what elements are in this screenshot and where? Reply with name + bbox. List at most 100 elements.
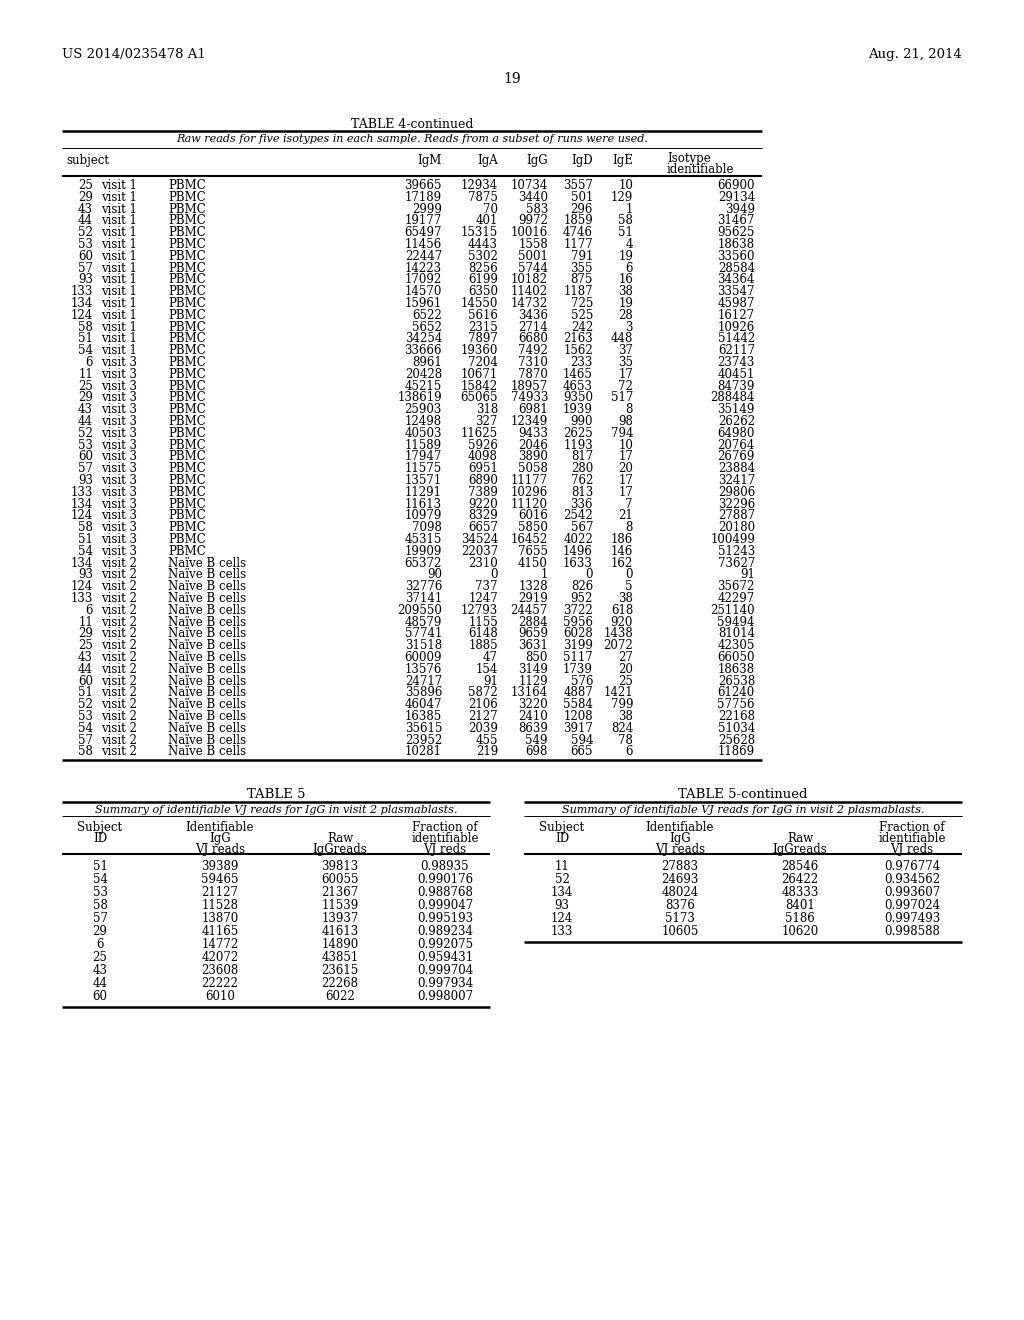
Text: Raw: Raw	[786, 832, 813, 845]
Text: 133: 133	[71, 285, 93, 298]
Text: 11177: 11177	[511, 474, 548, 487]
Text: 41165: 41165	[202, 925, 239, 939]
Text: 7310: 7310	[518, 356, 548, 370]
Text: 0.959431: 0.959431	[417, 952, 473, 964]
Text: 129: 129	[610, 191, 633, 203]
Text: visit 2: visit 2	[101, 710, 137, 723]
Text: 23615: 23615	[322, 964, 358, 977]
Text: 33560: 33560	[718, 249, 755, 263]
Text: visit 2: visit 2	[101, 734, 137, 747]
Text: 81014: 81014	[718, 627, 755, 640]
Text: 11539: 11539	[322, 899, 358, 912]
Text: PBMC: PBMC	[168, 180, 206, 191]
Text: 6: 6	[85, 356, 93, 370]
Text: 791: 791	[570, 249, 593, 263]
Text: Subject: Subject	[78, 821, 123, 834]
Text: 25903: 25903	[404, 403, 442, 416]
Text: Fraction of: Fraction of	[413, 821, 478, 834]
Text: 1465: 1465	[563, 368, 593, 380]
Text: 51: 51	[78, 686, 93, 700]
Text: 280: 280	[570, 462, 593, 475]
Text: 15961: 15961	[404, 297, 442, 310]
Text: visit 3: visit 3	[101, 450, 137, 463]
Text: visit 2: visit 2	[101, 639, 137, 652]
Text: 25: 25	[78, 380, 93, 392]
Text: 1177: 1177	[563, 238, 593, 251]
Text: 4022: 4022	[563, 533, 593, 546]
Text: 51: 51	[78, 533, 93, 546]
Text: 5302: 5302	[468, 249, 498, 263]
Text: 15315: 15315	[461, 226, 498, 239]
Text: 4653: 4653	[563, 380, 593, 392]
Text: 1421: 1421	[603, 686, 633, 700]
Text: 875: 875	[570, 273, 593, 286]
Text: 93: 93	[555, 899, 569, 912]
Text: 3631: 3631	[518, 639, 548, 652]
Text: 154: 154	[475, 663, 498, 676]
Text: visit 2: visit 2	[101, 651, 137, 664]
Text: 0.990176: 0.990176	[417, 874, 473, 886]
Text: 10281: 10281	[406, 746, 442, 759]
Text: 24693: 24693	[662, 874, 698, 886]
Text: visit 1: visit 1	[101, 226, 137, 239]
Text: 1496: 1496	[563, 545, 593, 558]
Text: 2106: 2106	[468, 698, 498, 711]
Text: visit 3: visit 3	[101, 521, 137, 535]
Text: Naïve B cells: Naïve B cells	[168, 627, 246, 640]
Text: 52: 52	[78, 698, 93, 711]
Text: ID: ID	[555, 832, 569, 845]
Text: Raw: Raw	[327, 832, 353, 845]
Text: 98: 98	[618, 414, 633, 428]
Text: 100499: 100499	[710, 533, 755, 546]
Text: 10734: 10734	[511, 180, 548, 191]
Text: 16127: 16127	[718, 309, 755, 322]
Text: 26769: 26769	[718, 450, 755, 463]
Text: 8: 8	[626, 403, 633, 416]
Text: PBMC: PBMC	[168, 214, 206, 227]
Text: visit 2: visit 2	[101, 675, 137, 688]
Text: 0.976774: 0.976774	[884, 861, 940, 874]
Text: 43: 43	[78, 403, 93, 416]
Text: 45215: 45215	[404, 380, 442, 392]
Text: 5: 5	[626, 581, 633, 593]
Text: 7870: 7870	[518, 368, 548, 380]
Text: 501: 501	[570, 191, 593, 203]
Text: 3199: 3199	[563, 639, 593, 652]
Text: 327: 327	[475, 414, 498, 428]
Text: 4887: 4887	[563, 686, 593, 700]
Text: 57756: 57756	[718, 698, 755, 711]
Text: 549: 549	[525, 734, 548, 747]
Text: 26262: 26262	[718, 414, 755, 428]
Text: 11402: 11402	[511, 285, 548, 298]
Text: PBMC: PBMC	[168, 368, 206, 380]
Text: PBMC: PBMC	[168, 486, 206, 499]
Text: 66050: 66050	[718, 651, 755, 664]
Text: 91: 91	[740, 569, 755, 581]
Text: 14890: 14890	[322, 939, 358, 952]
Text: 64980: 64980	[718, 426, 755, 440]
Text: PBMC: PBMC	[168, 202, 206, 215]
Text: Identifiable: Identifiable	[185, 821, 254, 834]
Text: 2714: 2714	[518, 321, 548, 334]
Text: 12934: 12934	[461, 180, 498, 191]
Text: visit 1: visit 1	[101, 202, 137, 215]
Text: 824: 824	[610, 722, 633, 735]
Text: 62117: 62117	[718, 345, 755, 358]
Text: visit 3: visit 3	[101, 356, 137, 370]
Text: 5872: 5872	[468, 686, 498, 700]
Text: 799: 799	[610, 698, 633, 711]
Text: PBMC: PBMC	[168, 273, 206, 286]
Text: 826: 826	[570, 581, 593, 593]
Text: Naïve B cells: Naïve B cells	[168, 698, 246, 711]
Text: subject: subject	[66, 154, 109, 168]
Text: PBMC: PBMC	[168, 285, 206, 298]
Text: 3890: 3890	[518, 450, 548, 463]
Text: 0.999704: 0.999704	[417, 964, 473, 977]
Text: IgM: IgM	[418, 154, 442, 168]
Text: TABLE 4-continued: TABLE 4-continued	[351, 117, 473, 131]
Text: 3: 3	[626, 321, 633, 334]
Text: visit 3: visit 3	[101, 426, 137, 440]
Text: Naïve B cells: Naïve B cells	[168, 603, 246, 616]
Text: Naïve B cells: Naïve B cells	[168, 746, 246, 759]
Text: 31518: 31518	[404, 639, 442, 652]
